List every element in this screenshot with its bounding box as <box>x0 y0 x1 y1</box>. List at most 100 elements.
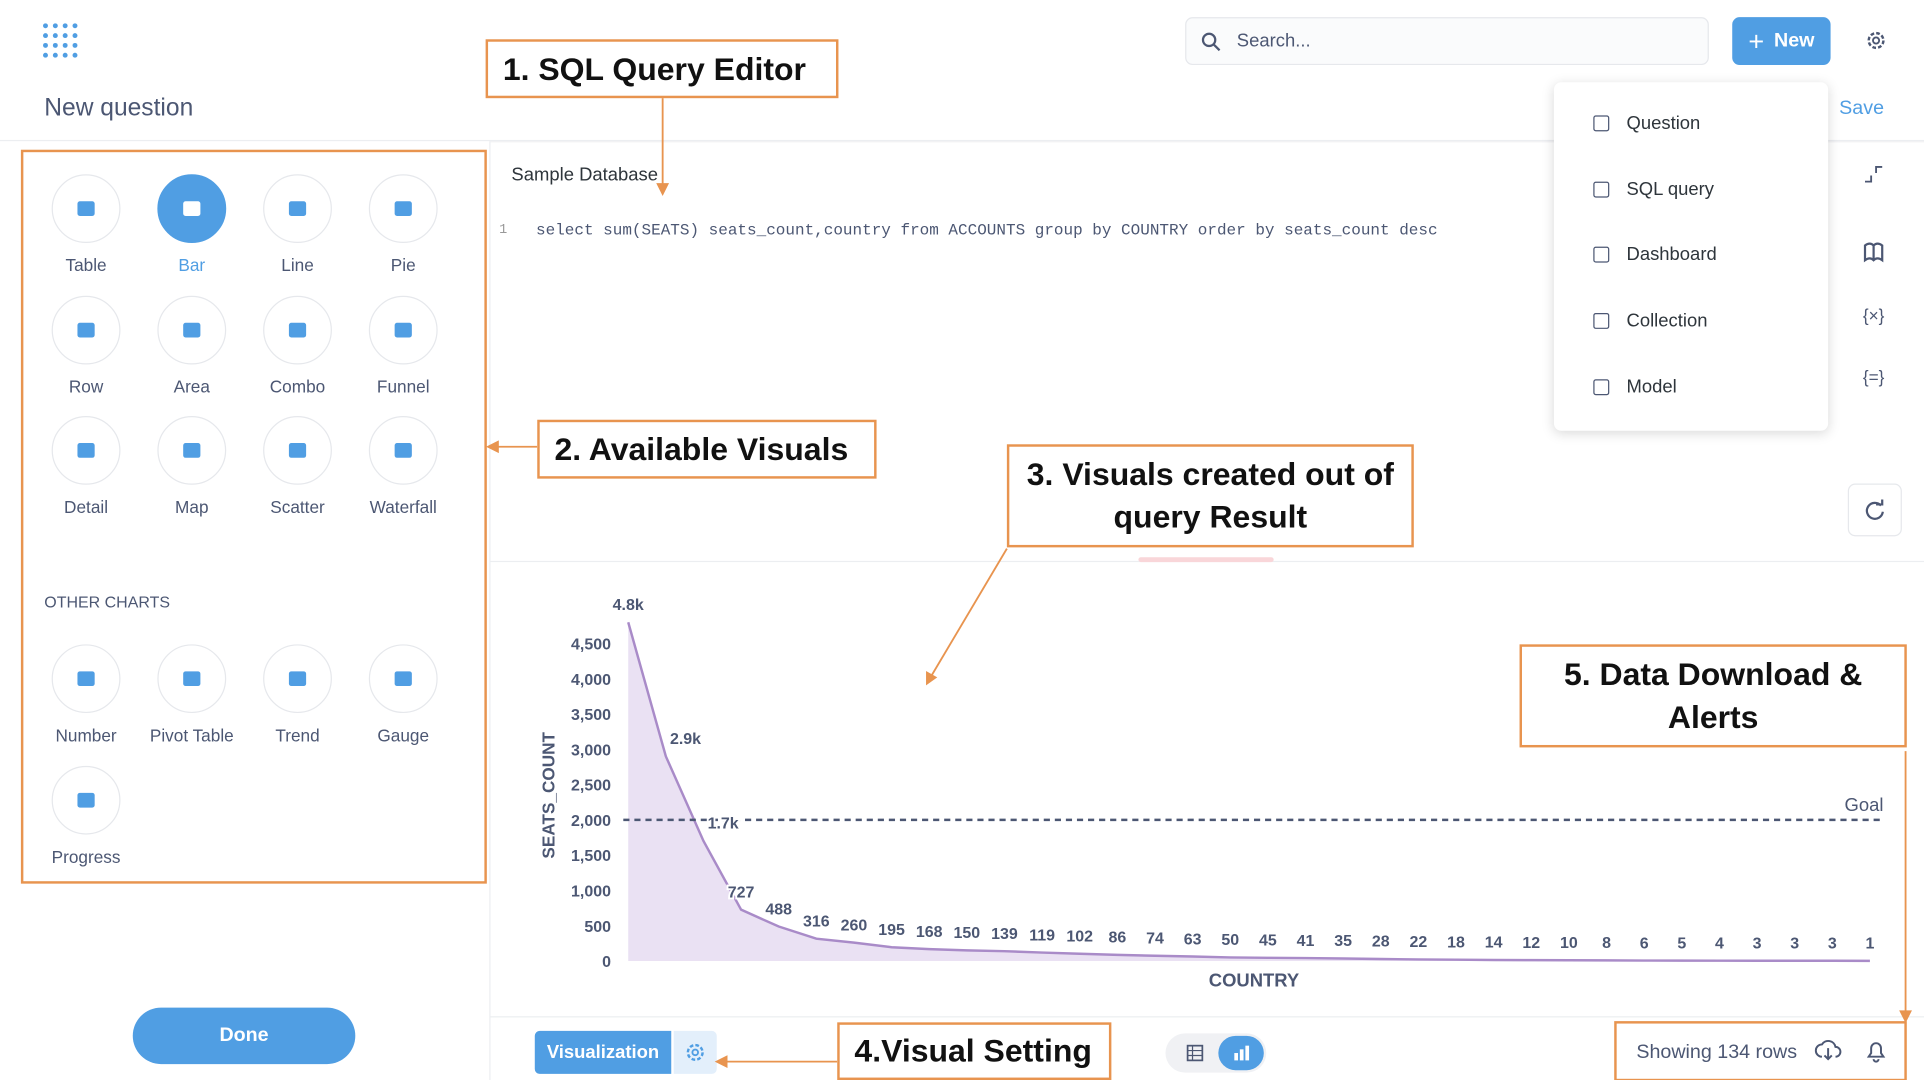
visual-label: Scatter <box>270 497 325 517</box>
menu-item[interactable]: SQL query <box>1593 179 1714 200</box>
data-label: 28 <box>1372 934 1390 951</box>
visuals-highlight <box>20 149 487 884</box>
visual-option[interactable]: Waterfall <box>350 416 456 517</box>
visual-option[interactable]: Funnel <box>350 295 456 396</box>
y-tick-label: 3,000 <box>571 742 611 759</box>
annotation-arrows <box>486 96 1912 1069</box>
run-button[interactable] <box>1847 483 1902 537</box>
visualization-button[interactable]: Visualization <box>534 1030 672 1074</box>
icon-glyph <box>288 322 307 337</box>
visual-option[interactable]: Trend <box>245 644 351 745</box>
visual-option[interactable]: Detail <box>33 416 139 517</box>
data-label: 63 <box>1184 931 1202 948</box>
visual-option[interactable]: Progress <box>33 765 139 866</box>
icon-glyph <box>288 201 307 217</box>
data-label: 8 <box>1602 935 1611 952</box>
visual-label: Area <box>173 376 210 396</box>
gear-icon <box>686 1043 704 1062</box>
snippets-icon[interactable]: {=} <box>1861 363 1886 390</box>
new-label: New <box>1773 30 1815 51</box>
icon-glyph <box>394 671 412 687</box>
visual-label: Map <box>175 497 209 517</box>
icon-glyph <box>183 201 201 217</box>
visual-option[interactable]: Bar <box>139 174 245 275</box>
save-link[interactable]: Save <box>1839 98 1885 120</box>
icon-glyph <box>394 443 412 458</box>
visual-option[interactable]: Map <box>139 416 245 517</box>
data-label: 14 <box>1485 935 1503 952</box>
data-label: 50 <box>1221 932 1239 949</box>
visual-icon <box>51 765 121 834</box>
visual-icon <box>263 644 332 714</box>
table-view-icon[interactable] <box>1186 1044 1204 1062</box>
icon-glyph <box>394 322 412 337</box>
menu-icon <box>1593 115 1610 132</box>
data-label: 1.7k <box>708 816 739 833</box>
data-label: 12 <box>1522 935 1540 952</box>
visual-icon <box>51 644 121 714</box>
visual-option[interactable]: Table <box>33 174 139 275</box>
data-label: 1 <box>1865 936 1874 953</box>
visual-option[interactable]: Number <box>33 644 139 745</box>
other-charts-heading: OTHER CHARTS <box>44 592 171 612</box>
visual-option[interactable]: Scatter <box>245 416 351 517</box>
refresh-icon <box>1865 499 1884 520</box>
visual-label: Pie <box>390 255 416 275</box>
visual-label: Funnel <box>376 376 430 396</box>
menu-label: Dashboard <box>1626 244 1717 266</box>
data-label: 139 <box>991 926 1018 943</box>
data-label: 195 <box>878 922 905 939</box>
visual-option[interactable]: Line <box>245 174 351 275</box>
alert-icon[interactable] <box>1864 1040 1889 1065</box>
search-box[interactable]: Search... <box>1185 17 1709 66</box>
y-tick-label: 3,500 <box>571 707 611 724</box>
sql-query[interactable]: select sum(SEATS) seats_count,country fr… <box>536 220 1438 240</box>
data-label: 4.8k <box>613 597 644 614</box>
done-button[interactable]: Done <box>132 1007 356 1065</box>
view-toggle[interactable] <box>1165 1033 1267 1073</box>
new-button[interactable]: + New <box>1732 17 1831 66</box>
visual-option[interactable]: Combo <box>245 295 351 396</box>
visual-option[interactable]: Area <box>139 295 245 396</box>
visual-icon <box>368 644 438 714</box>
menu-item[interactable]: Question <box>1593 113 1700 134</box>
visual-option[interactable]: Gauge <box>350 644 456 745</box>
svg-text:{×}: {×} <box>1863 306 1885 326</box>
icon-glyph <box>288 671 307 687</box>
menu-item[interactable]: Model <box>1593 376 1677 398</box>
goal-label: Goal <box>1845 794 1884 815</box>
visual-option[interactable]: Row <box>33 295 139 396</box>
visual-label: Progress <box>51 846 121 866</box>
menu-item[interactable]: Dashboard <box>1593 244 1717 266</box>
y-tick-label: 1,000 <box>571 884 611 901</box>
data-label: 488 <box>765 901 792 918</box>
visual-label: Gauge <box>377 725 430 745</box>
data-label: 3 <box>1753 936 1762 953</box>
annotation: 1. SQL Query Editor <box>485 39 839 99</box>
data-label: 150 <box>954 925 981 942</box>
visual-settings-button[interactable] <box>673 1030 717 1074</box>
visual-label: Waterfall <box>369 497 437 517</box>
y-tick-label: 2,500 <box>571 778 611 795</box>
visual-option[interactable]: Pie <box>350 174 456 275</box>
data-label: 18 <box>1447 934 1465 951</box>
annotation: 2. Available Visuals <box>537 419 877 479</box>
download-icon[interactable] <box>1814 1038 1842 1063</box>
visual-icon <box>368 295 438 364</box>
chart-view-button[interactable] <box>1218 1035 1264 1071</box>
visual-option[interactable]: Pivot Table <box>139 644 245 745</box>
menu-item[interactable]: Collection <box>1593 311 1707 331</box>
icon-glyph <box>288 443 307 458</box>
resize-handle[interactable] <box>1138 557 1274 563</box>
icon-glyph <box>183 443 201 458</box>
menu-label: Model <box>1626 376 1677 398</box>
data-label: 2.9k <box>670 731 701 748</box>
settings-icon[interactable] <box>1864 28 1889 53</box>
visual-icon <box>368 174 438 244</box>
search-icon <box>1201 32 1221 52</box>
database-name[interactable]: Sample Database <box>511 164 659 186</box>
header-divider <box>0 139 1924 142</box>
